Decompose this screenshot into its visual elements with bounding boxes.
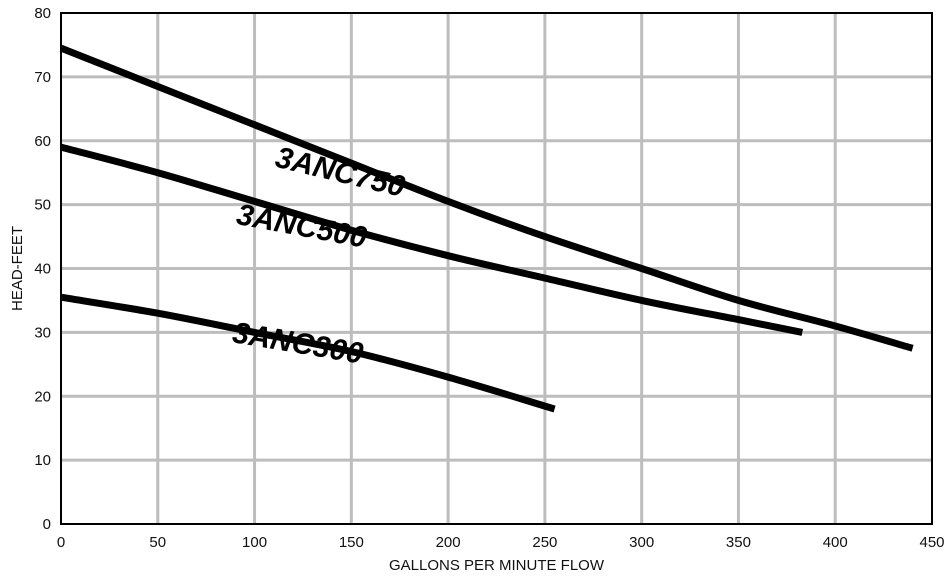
series-label-3anc300: 3ANC300 xyxy=(230,316,366,370)
y-tick-label: 50 xyxy=(34,197,51,214)
x-tick-label: 200 xyxy=(436,534,461,551)
plot-frame xyxy=(60,12,933,525)
x-tick-label: 300 xyxy=(629,534,654,551)
x-tick-label: 400 xyxy=(823,534,848,551)
x-tick-labels: 0 50 100 150 200 250 300 350 400 450 xyxy=(57,534,945,551)
x-tick-label: 150 xyxy=(339,534,364,551)
x-tick-label: 450 xyxy=(919,534,944,551)
series-label-3anc750: 3ANC750 xyxy=(272,141,408,204)
x-axis-title: GALLONS PER MINUTE FLOW xyxy=(389,557,605,574)
y-tick-label: 10 xyxy=(34,452,51,469)
y-tick-label: 0 xyxy=(43,516,51,533)
y-tick-label: 70 xyxy=(34,69,51,86)
x-tick-label: 250 xyxy=(532,534,557,551)
y-tick-label: 20 xyxy=(34,388,51,405)
series-line-3anc300 xyxy=(60,293,556,413)
y-tick-label: 40 xyxy=(34,261,51,278)
x-tick-label: 350 xyxy=(726,534,751,551)
y-axis-title: HEAD-FEET xyxy=(9,226,26,311)
series-line-3anc750 xyxy=(59,44,914,352)
x-tick-label: 50 xyxy=(149,534,166,551)
series-line-3anc500 xyxy=(60,143,804,336)
y-tick-label: 60 xyxy=(34,133,51,150)
y-tick-label: 30 xyxy=(34,324,51,341)
series-lines xyxy=(59,44,914,413)
x-tick-label: 0 xyxy=(57,534,65,551)
y-tick-label: 80 xyxy=(34,5,51,22)
x-tick-label: 100 xyxy=(242,534,267,551)
y-tick-labels: 0 10 20 30 40 50 60 70 80 xyxy=(34,5,51,533)
